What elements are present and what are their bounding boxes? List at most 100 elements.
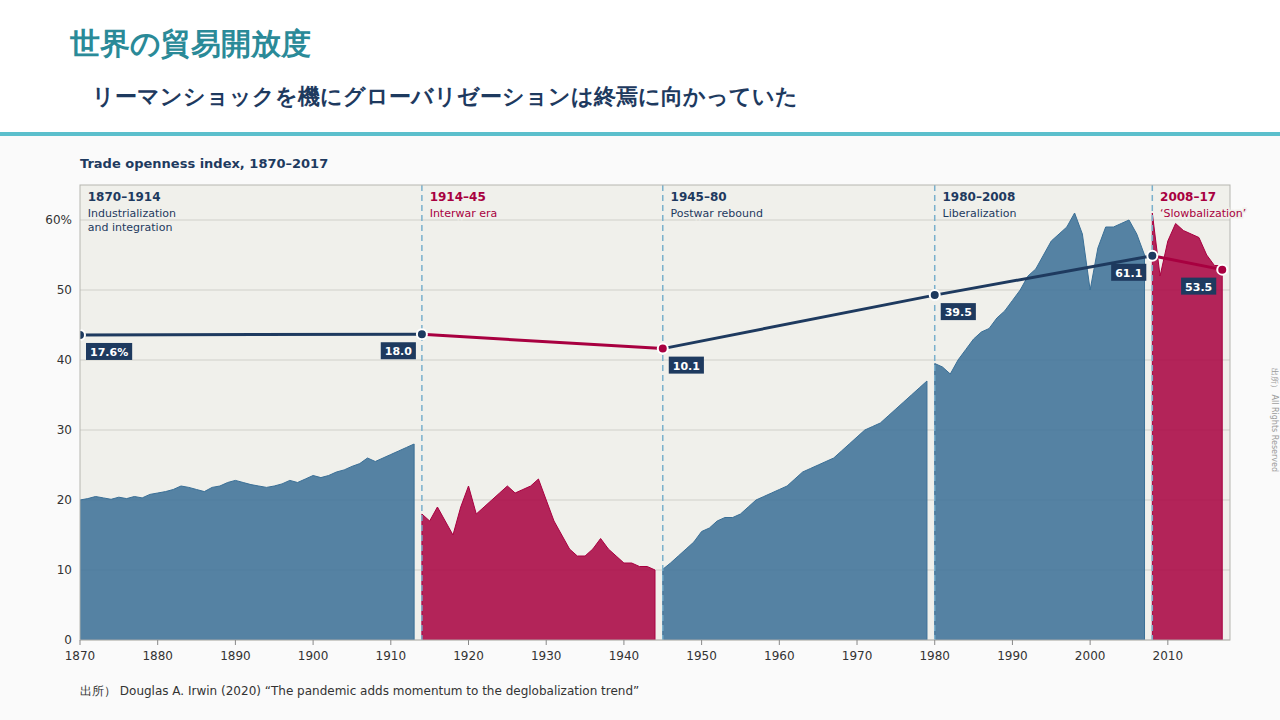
x-tick-label: 1940 [609,649,640,663]
point-marker [80,330,85,340]
annotation-line: Liberalization [943,207,1017,220]
x-tick-label: 1960 [764,649,795,663]
y-tick-label: 40 [57,353,72,367]
y-tick-label: 30 [57,423,72,437]
y-tick-label: 20 [57,493,72,507]
data-label-text: 53.5 [1185,281,1212,294]
x-tick-label: 1990 [997,649,1028,663]
area [80,444,414,640]
period-annotation: 1914–45 Interwar era [430,190,498,220]
data-label: 39.5 [941,303,976,320]
annotation-line: Interwar era [430,207,498,220]
line-segment [1152,256,1222,270]
x-tick [1167,640,1168,645]
data-label: 18.0 [381,342,416,359]
area [1152,213,1222,640]
header-background [0,0,1280,132]
plot-background [80,185,1230,640]
point-marker [658,344,668,354]
period-line [934,185,936,640]
data-label-text: 10.1 [673,360,700,373]
x-tick [623,640,624,645]
period-annotation: 1870–1914 Industrializationand integratio… [88,190,176,234]
plot-title: Trade openness index, 1870–2017 [80,156,328,171]
x-tick-label: 2010 [1153,649,1184,663]
data-labels: 17.6% 18.0 10.1 39.5 61.1 53.5 [86,264,1216,374]
annotation-title: 1914–45 [430,190,486,204]
x-tick [546,640,547,645]
x-tick [468,640,469,645]
period-line [421,185,423,640]
chart-svg: 世界の貿易開放度 リーマンショックを機にグローバリゼーションは終焉に向かっていた… [0,0,1280,720]
annotation-title: 1945–80 [671,190,727,204]
y-tick-label: 50 [57,283,72,297]
data-label-text: 39.5 [945,306,972,319]
annotation-text: Industrializationand integration [88,207,176,234]
credit: 出所） All Rights Reserved [1270,368,1279,472]
data-label-box [86,343,132,360]
data-label: 53.5 [1181,278,1216,295]
period-line [662,185,664,640]
data-label-text: 61.1 [1115,267,1142,280]
plot-marks [80,185,1227,640]
x-tick-label: 1900 [298,649,329,663]
x-tick [857,640,858,645]
data-label-box [1181,278,1216,295]
data-label-box [941,303,976,320]
line-segment [422,334,663,348]
annotation-title: 1870–1914 [88,190,161,204]
x-tick [1090,640,1091,645]
annotation-text: Liberalization [943,207,1017,220]
x-tick-label: 1980 [919,649,950,663]
point-marker [417,329,427,339]
x-tick-label: 1920 [453,649,484,663]
data-label-text: 18.0 [385,345,412,358]
line-segment [80,333,422,337]
x-tick-label: 1950 [686,649,717,663]
annotation-title: 2008–17 [1160,190,1216,204]
annotation-line: ‘Slowbalization’ [1160,207,1246,220]
plot-frame [80,185,1230,640]
y-tick-label: 0 [64,633,72,647]
data-label: 61.1 [1111,264,1146,281]
x-tick [313,640,314,645]
annotation-text: Interwar era [430,207,498,220]
x-tick [701,640,702,645]
data-label-text: 17.6% [90,346,128,359]
chart-container: 世界の貿易開放度 リーマンショックを機にグローバリゼーションは終焉に向かっていた… [0,0,1280,720]
subtitle: リーマンショックを機にグローバリゼーションは終焉に向かっていた [70,84,798,109]
data-label-box [381,342,416,359]
x-tick-label: 1970 [842,649,873,663]
period-annotation: 1945–80 Postwar rebound [671,190,763,220]
annotation-text: ‘Slowbalization’ [1160,207,1246,220]
data-label: 17.6% [86,343,132,360]
x-tick-label: 1890 [220,649,251,663]
data-label-box [1111,264,1146,281]
data-label: 10.1 [669,357,704,374]
title: 世界の貿易開放度 [69,26,311,61]
annotation-title: 1980–2008 [943,190,1016,204]
line-segment [663,295,935,349]
period-annotation: 1980–2008 Liberalization [943,190,1017,220]
data-label-box [669,357,704,374]
annotation-line: Postwar rebound [671,207,763,220]
point-marker [930,290,940,300]
x-tick [779,640,780,645]
y-tick-label: 60% [45,213,72,227]
x-tick-label: 1870 [65,649,96,663]
x-tick [390,640,391,645]
point-marker [1217,265,1227,275]
area [422,479,655,640]
period-annotation: 2008–17 ‘Slowbalization’ [1160,190,1246,220]
x-tick-label: 1930 [531,649,562,663]
x-tick [157,640,158,645]
source: 出所） Douglas A. Irwin (2020) “The pandemi… [80,684,639,698]
x-tick [235,640,236,645]
x-tick-label: 1880 [142,649,173,663]
x-tick-label: 1910 [376,649,407,663]
x-tick [934,640,935,645]
x-tick [1012,640,1013,645]
grid-line [80,220,1230,221]
x-tick-label: 2000 [1075,649,1106,663]
annotation-text: Postwar rebound [671,207,763,220]
